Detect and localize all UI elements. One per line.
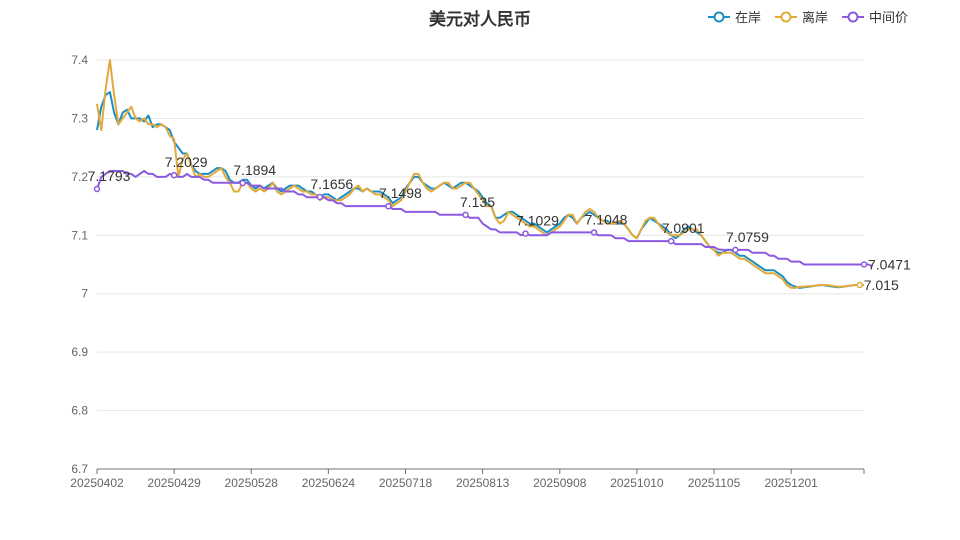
data-point-marker xyxy=(522,230,529,237)
data-point-marker xyxy=(316,193,324,201)
series-line-central-parity xyxy=(96,170,873,268)
data-point-marker xyxy=(385,202,392,210)
data-label: 7.0471 xyxy=(868,257,911,273)
data-label: 7.1793 xyxy=(88,168,131,184)
legend-marker-central-parity xyxy=(841,11,864,22)
data-point-marker xyxy=(856,281,863,289)
data-label: 7.0901 xyxy=(662,220,705,236)
data-label: 7.0759 xyxy=(726,229,769,245)
data-label: 7.1498 xyxy=(379,185,422,201)
data-label: 7.1048 xyxy=(585,211,628,227)
y-tick-label: 6.7 xyxy=(71,462,88,476)
data-point-marker xyxy=(93,185,101,193)
x-tick-label: 20250624 xyxy=(302,476,356,490)
data-point-marker xyxy=(462,211,469,219)
x-tick-label: 20250429 xyxy=(147,476,201,490)
data-point-marker xyxy=(239,179,246,187)
data-label: 7.015 xyxy=(864,277,899,293)
chart-title: 美元对人民币 xyxy=(429,10,531,29)
legend-item-central-parity[interactable]: 中间价 xyxy=(841,7,908,26)
legend-marker-offshore xyxy=(774,11,797,22)
legend: 在岸 离岸 中间价 xyxy=(707,7,908,26)
data-point-marker xyxy=(667,237,675,245)
data-label: 7.2029 xyxy=(165,154,208,170)
data-point-marker xyxy=(732,246,739,254)
legend-item-onshore[interactable]: 在岸 xyxy=(707,7,761,26)
legend-label-central-parity: 中间价 xyxy=(868,10,908,25)
data-label: 7.1029 xyxy=(516,213,559,229)
y-tick-label: 6.8 xyxy=(71,404,88,418)
legend-marker-onshore xyxy=(707,11,730,22)
data-point-marker xyxy=(170,171,178,179)
x-tick-label: 20250402 xyxy=(70,476,124,490)
series-line-offshore xyxy=(96,59,864,289)
x-tick-label: 20250908 xyxy=(533,476,587,490)
y-tick-label: 7.3 xyxy=(71,111,88,125)
data-label: 7.1656 xyxy=(310,176,353,192)
x-tick-label: 20251105 xyxy=(688,476,741,490)
data-point-marker xyxy=(590,229,598,236)
x-tick-label: 20251201 xyxy=(764,476,818,490)
x-tick-label: 20250528 xyxy=(225,476,279,490)
y-tick-label: 7.2 xyxy=(71,170,88,184)
data-label: 7.1894 xyxy=(233,162,276,178)
y-tick-label: 7 xyxy=(81,287,88,301)
data-point-marker xyxy=(860,261,868,268)
y-tick-label: 7.4 xyxy=(71,53,88,67)
x-tick-label: 20250813 xyxy=(456,476,510,490)
data-label: 7.135 xyxy=(460,194,495,210)
x-tick-label: 20251010 xyxy=(610,476,664,490)
x-tick-label: 20250718 xyxy=(379,476,433,490)
legend-item-offshore[interactable]: 离岸 xyxy=(774,7,828,26)
y-tick-label: 6.9 xyxy=(71,345,88,359)
y-tick-label: 7.1 xyxy=(71,228,88,242)
legend-label-onshore: 在岸 xyxy=(734,10,761,25)
legend-label-offshore: 离岸 xyxy=(801,10,828,25)
